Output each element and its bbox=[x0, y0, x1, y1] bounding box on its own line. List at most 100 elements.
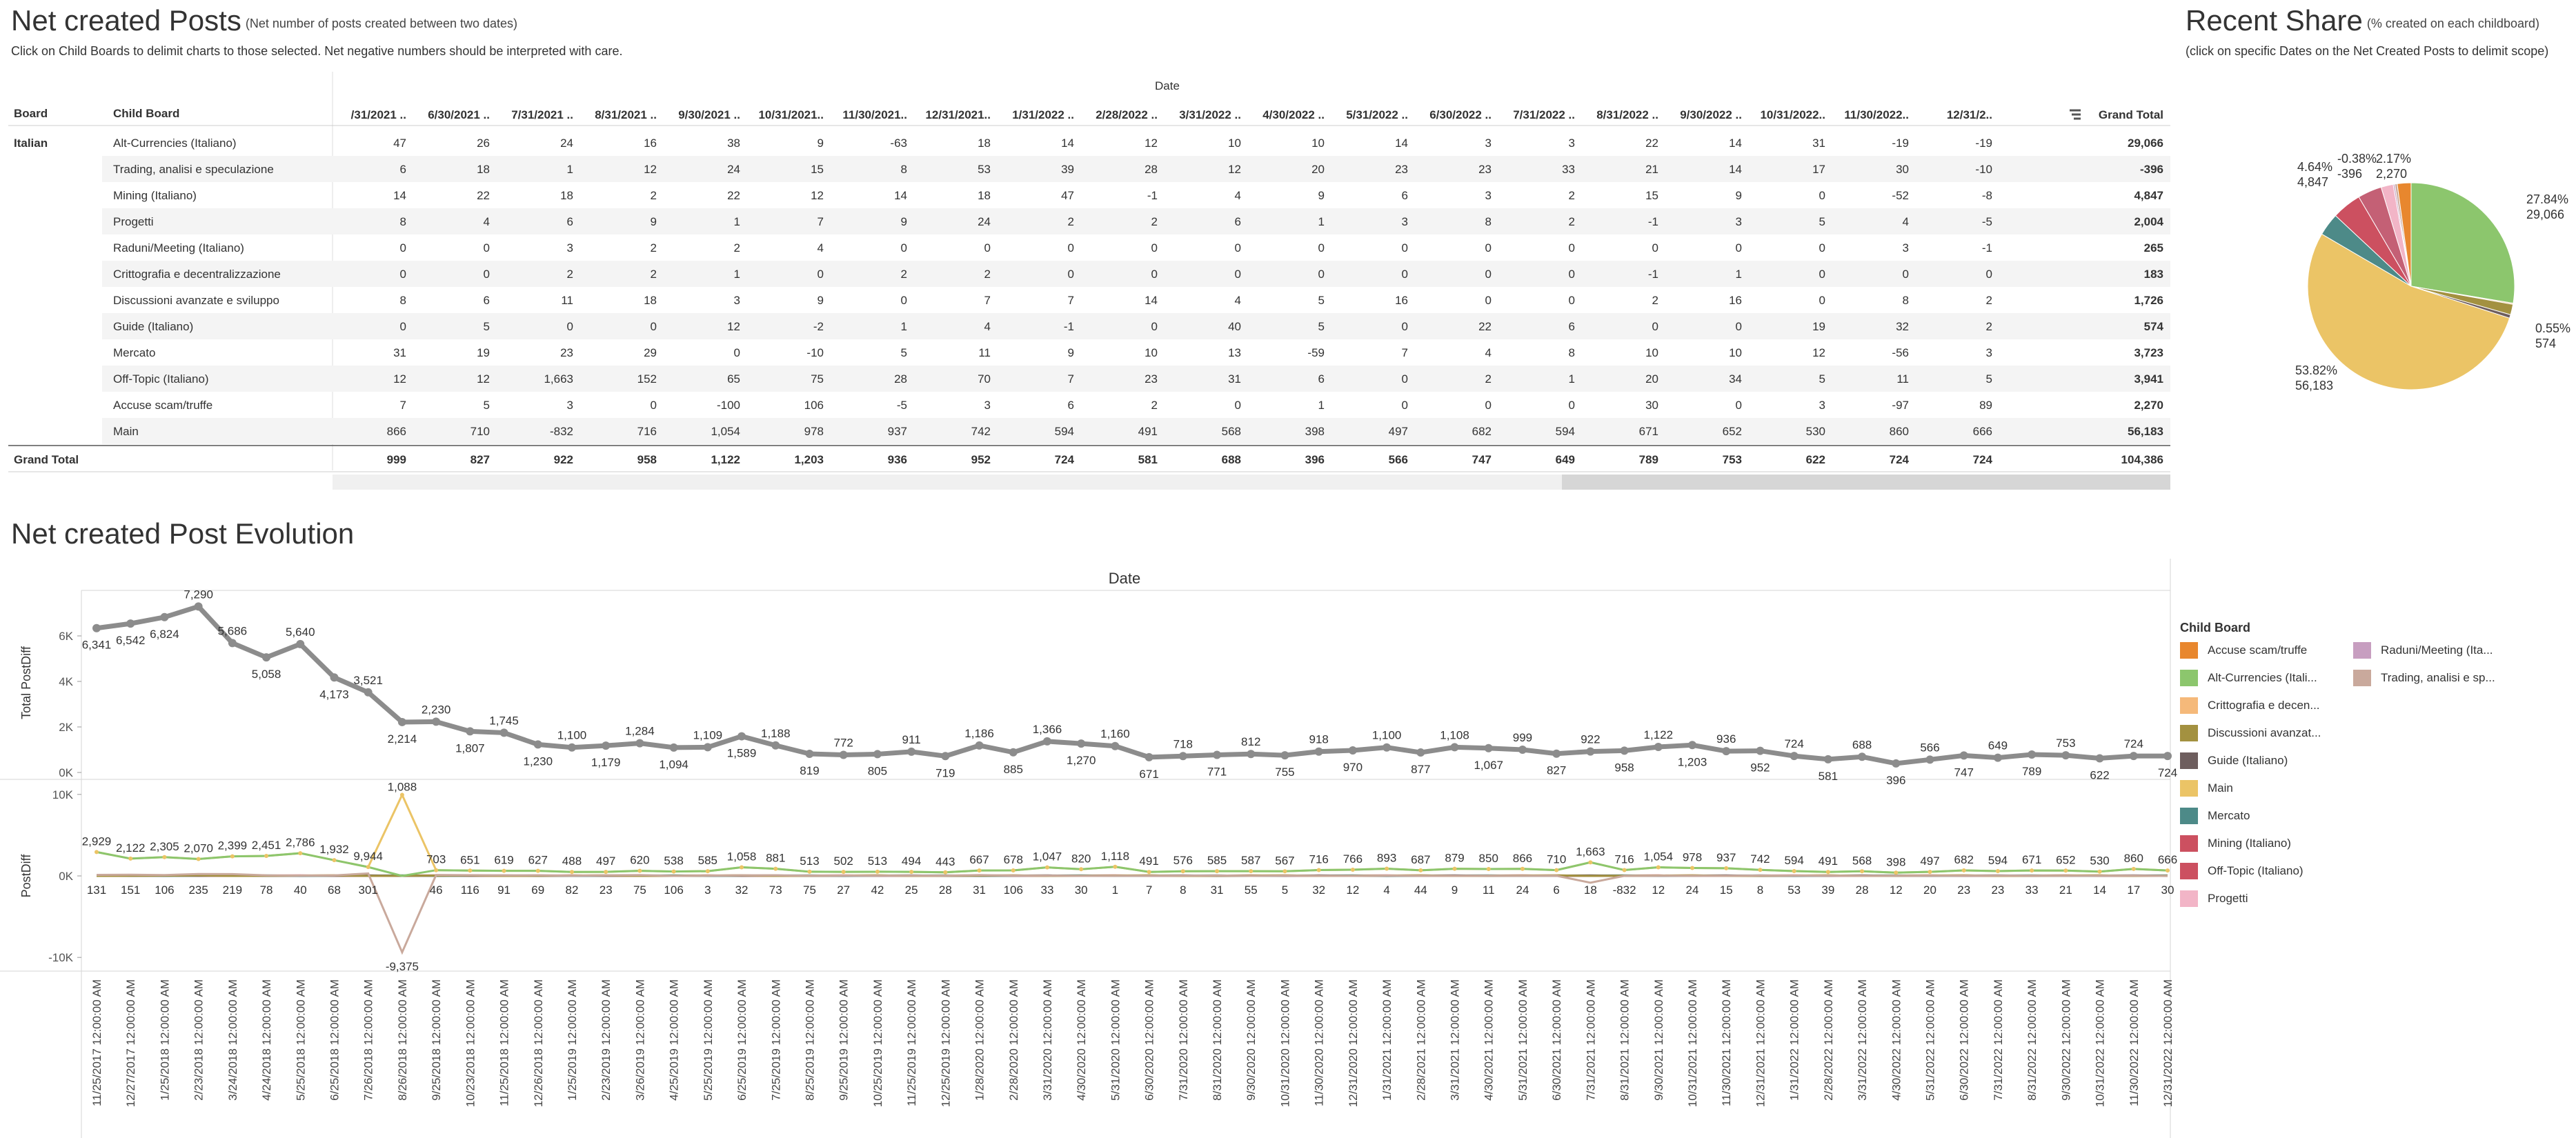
child-board-name[interactable]: Accuse scam/truffe bbox=[113, 399, 212, 412]
postdiff-point[interactable] bbox=[1860, 869, 1865, 874]
total-point[interactable] bbox=[330, 673, 339, 682]
date-column-header[interactable]: 2/28/2022 .. bbox=[1096, 108, 1158, 121]
total-point[interactable] bbox=[941, 752, 950, 761]
x-tick-label[interactable]: 12/25/2019 12:00:00 AM bbox=[939, 979, 952, 1107]
total-point[interactable] bbox=[1450, 743, 1459, 752]
total-point[interactable] bbox=[499, 728, 508, 737]
postdiff-point[interactable] bbox=[569, 870, 574, 875]
x-tick-label[interactable]: 4/25/2019 12:00:00 AM bbox=[668, 979, 681, 1101]
total-point[interactable] bbox=[160, 612, 169, 621]
date-column-header[interactable]: /31/2021 .. bbox=[351, 108, 406, 121]
postdiff-point[interactable] bbox=[1113, 864, 1118, 869]
legend-item[interactable]: Raduni/Meeting (Ita... bbox=[2353, 642, 2522, 659]
total-point[interactable] bbox=[228, 639, 237, 648]
postdiff-point[interactable] bbox=[1894, 870, 1899, 875]
x-tick-label[interactable]: 3/31/2021 12:00:00 AM bbox=[1449, 979, 1462, 1101]
postdiff-point[interactable] bbox=[1724, 866, 1729, 870]
total-point[interactable] bbox=[364, 688, 373, 697]
total-point[interactable] bbox=[262, 653, 271, 662]
postdiff-point[interactable] bbox=[1249, 869, 1254, 874]
total-point[interactable] bbox=[669, 743, 678, 752]
x-tick-label[interactable]: 11/25/2017 12:00:00 AM bbox=[90, 979, 103, 1106]
date-column-header[interactable]: 1/31/2022 .. bbox=[1012, 108, 1074, 121]
postdiff-point[interactable] bbox=[366, 865, 370, 870]
postdiff-point[interactable] bbox=[1690, 866, 1695, 870]
postdiff-point[interactable] bbox=[2030, 868, 2034, 873]
total-point[interactable] bbox=[1552, 749, 1561, 758]
x-tick-label[interactable]: 5/31/2021 12:00:00 AM bbox=[1516, 979, 1529, 1101]
x-tick-label[interactable]: 4/30/2021 12:00:00 AM bbox=[1483, 979, 1496, 1101]
postdiff-point[interactable] bbox=[1995, 868, 2000, 873]
total-point[interactable] bbox=[1042, 737, 1051, 746]
x-tick-label[interactable]: 1/28/2020 12:00:00 AM bbox=[973, 979, 987, 1101]
total-point[interactable] bbox=[703, 743, 712, 752]
total-point[interactable] bbox=[432, 717, 441, 726]
postdiff-point[interactable] bbox=[977, 868, 982, 873]
postdiff-point[interactable] bbox=[875, 869, 880, 874]
child-board-name[interactable]: Trading, analisi e speculazione bbox=[113, 163, 274, 176]
date-column-header[interactable]: 4/30/2022 .. bbox=[1262, 108, 1325, 121]
postdiff-point[interactable] bbox=[332, 858, 337, 863]
postdiff-point[interactable] bbox=[1928, 870, 1932, 875]
child-board-name[interactable]: Alt-Currencies (Italiano) bbox=[113, 137, 237, 150]
total-point[interactable] bbox=[1993, 753, 2002, 762]
total-point[interactable] bbox=[1722, 747, 1731, 756]
x-tick-label[interactable]: 7/31/2020 12:00:00 AM bbox=[1177, 979, 1190, 1101]
x-tick-label[interactable]: 11/25/2018 12:00:00 AM bbox=[498, 979, 511, 1106]
date-column-header[interactable]: 6/30/2021 .. bbox=[428, 108, 490, 121]
total-point[interactable] bbox=[1925, 755, 1934, 764]
legend-item[interactable]: Mining (Italiano) bbox=[2180, 835, 2349, 852]
postdiff-point[interactable] bbox=[1758, 868, 1763, 872]
date-column-header[interactable]: 11/30/2021.. bbox=[842, 108, 907, 121]
postdiff-point[interactable] bbox=[1316, 868, 1321, 872]
total-point[interactable] bbox=[1823, 755, 1832, 763]
total-point[interactable] bbox=[1654, 742, 1663, 751]
x-tick-label[interactable]: 10/31/2020 12:00:00 AM bbox=[1278, 979, 1291, 1107]
x-tick-label[interactable]: 10/23/2018 12:00:00 AM bbox=[464, 979, 477, 1107]
x-tick-label[interactable]: 1/25/2018 12:00:00 AM bbox=[158, 979, 171, 1101]
total-point[interactable] bbox=[1383, 743, 1391, 752]
date-column-header[interactable]: 3/31/2022 .. bbox=[1179, 108, 1241, 121]
x-tick-label[interactable]: 8/31/2022 12:00:00 AM bbox=[2025, 979, 2039, 1101]
postdiff-point[interactable] bbox=[1350, 867, 1355, 872]
date-column-header[interactable]: 12/31/2.. bbox=[1947, 108, 1992, 121]
postdiff-point[interactable] bbox=[434, 868, 439, 872]
postdiff-point[interactable] bbox=[1011, 868, 1015, 872]
total-point[interactable] bbox=[1586, 747, 1595, 756]
legend-item[interactable]: Alt-Currencies (Itali... bbox=[2180, 670, 2349, 686]
x-tick-label[interactable]: 11/25/2019 12:00:00 AM bbox=[905, 979, 918, 1106]
total-point[interactable] bbox=[1790, 752, 1799, 761]
x-tick-label[interactable]: 11/30/2020 12:00:00 AM bbox=[1313, 979, 1326, 1106]
date-column-header[interactable]: 6/30/2022 .. bbox=[1429, 108, 1492, 121]
x-tick-label[interactable]: 9/30/2020 12:00:00 AM bbox=[1245, 979, 1258, 1101]
x-tick-label[interactable]: 6/30/2022 12:00:00 AM bbox=[1958, 979, 1971, 1101]
total-point[interactable] bbox=[737, 732, 746, 741]
date-column-header[interactable]: 5/31/2022 .. bbox=[1346, 108, 1408, 121]
date-column-header[interactable]: 10/31/2021.. bbox=[758, 108, 824, 121]
postdiff-point[interactable] bbox=[2063, 868, 2068, 873]
x-tick-label[interactable]: 7/25/2019 12:00:00 AM bbox=[769, 979, 782, 1101]
child-board-name[interactable]: Main bbox=[113, 425, 139, 438]
postdiff-point[interactable] bbox=[909, 870, 914, 875]
total-point[interactable] bbox=[1077, 739, 1086, 748]
x-tick-label[interactable]: 4/24/2018 12:00:00 AM bbox=[260, 979, 273, 1101]
postdiff-point[interactable] bbox=[95, 850, 99, 855]
total-point[interactable] bbox=[296, 639, 305, 648]
postdiff-point[interactable] bbox=[1622, 868, 1627, 872]
postdiff-point[interactable] bbox=[1520, 866, 1525, 871]
date-column-header[interactable]: 9/30/2022 .. bbox=[1680, 108, 1742, 121]
total-point[interactable] bbox=[2163, 752, 2172, 761]
x-tick-label[interactable]: 4/30/2020 12:00:00 AM bbox=[1075, 979, 1088, 1101]
child-board-name[interactable]: Progetti bbox=[113, 215, 154, 228]
legend-item[interactable]: Trading, analisi e sp... bbox=[2353, 670, 2522, 686]
total-point[interactable] bbox=[1348, 746, 1357, 755]
postdiff-point[interactable] bbox=[196, 857, 201, 861]
legend-item[interactable]: Progetti bbox=[2180, 890, 2349, 907]
x-tick-label[interactable]: 9/30/2022 12:00:00 AM bbox=[2059, 979, 2072, 1101]
total-point[interactable] bbox=[1280, 751, 1289, 760]
legend-item[interactable]: Discussioni avanzat... bbox=[2180, 725, 2349, 741]
postdiff-point[interactable] bbox=[2097, 869, 2102, 874]
x-tick-label[interactable]: 12/31/2020 12:00:00 AM bbox=[1347, 979, 1360, 1107]
x-tick-label[interactable]: 9/30/2021 12:00:00 AM bbox=[1652, 979, 1665, 1101]
total-point[interactable] bbox=[1959, 751, 1968, 760]
